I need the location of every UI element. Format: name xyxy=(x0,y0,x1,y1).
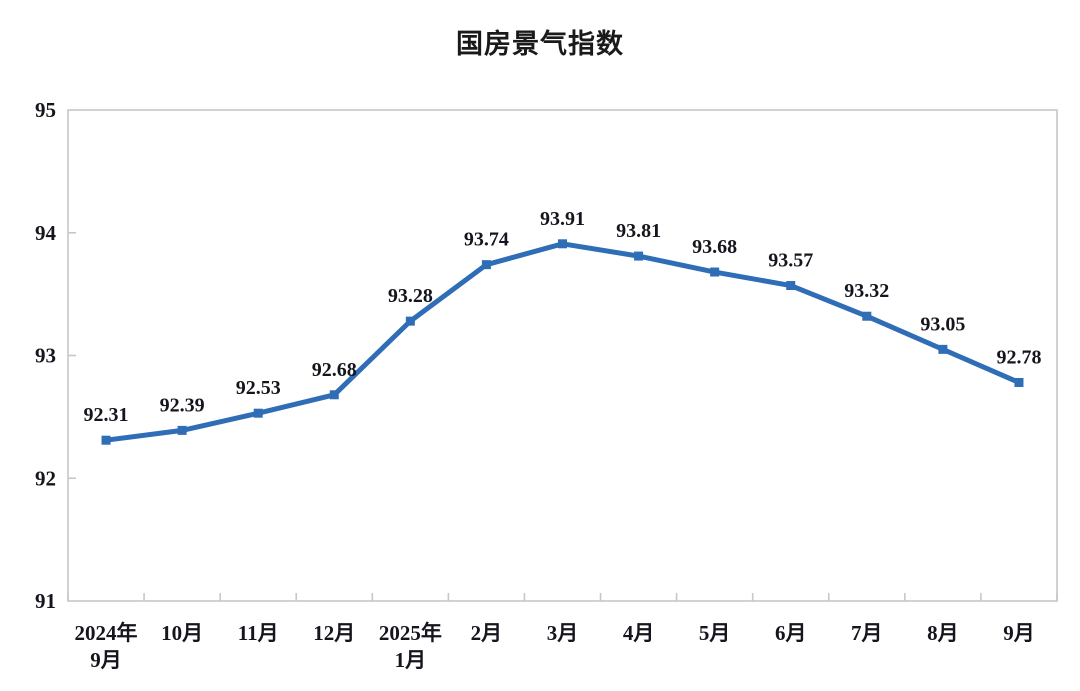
x-axis-tick-label: 7月 xyxy=(851,621,883,645)
data-point-label: 93.68 xyxy=(692,236,737,258)
data-point-marker xyxy=(481,260,491,270)
data-point-marker xyxy=(938,344,948,354)
data-point-marker xyxy=(634,251,644,261)
data-point-label: 93.74 xyxy=(464,229,509,251)
data-point-marker xyxy=(405,316,415,326)
data-point-label: 93.81 xyxy=(616,220,661,242)
y-axis-tick-label: 91 xyxy=(35,589,56,613)
data-point-label: 93.57 xyxy=(768,250,813,272)
data-point-label: 92.68 xyxy=(312,359,357,381)
y-axis-tick-label: 95 xyxy=(35,98,56,122)
data-point-label: 92.39 xyxy=(160,394,205,416)
y-axis-tick-label: 92 xyxy=(35,466,56,490)
chart-title: 国房景气指数 xyxy=(456,29,624,59)
plot-border xyxy=(67,109,1058,602)
data-point-marker xyxy=(101,435,111,445)
data-point-marker xyxy=(177,425,187,435)
x-axis-tick-label: 8月 xyxy=(927,621,959,645)
x-axis-tick-label: 9月 xyxy=(1003,621,1035,645)
x-axis-tick-label: 2025年 1月 xyxy=(379,621,442,672)
x-axis-tick-label: 12月 xyxy=(313,621,355,645)
data-point-marker xyxy=(862,311,872,321)
x-axis-tick-label: 10月 xyxy=(161,621,203,645)
y-axis-tick-label: 93 xyxy=(35,344,56,368)
y-axis-tick-label: 94 xyxy=(35,221,57,245)
x-axis-tick-label: 3月 xyxy=(547,621,579,645)
x-axis-tick-label: 11月 xyxy=(238,621,279,645)
series-line xyxy=(103,241,1022,443)
data-point-label: 92.78 xyxy=(996,347,1041,369)
x-axis-tick-label: 6月 xyxy=(775,621,807,645)
x-axis-tick-label: 5月 xyxy=(699,621,731,645)
data-point-label: 92.53 xyxy=(236,377,281,399)
data-point-label: 93.28 xyxy=(388,285,433,307)
x-axis-tick-label: 2月 xyxy=(471,621,503,645)
data-point-label: 93.05 xyxy=(920,313,965,335)
data-point-marker xyxy=(329,390,339,400)
data-point-label: 92.31 xyxy=(84,404,129,426)
data-point-marker xyxy=(1014,378,1024,388)
data-point-marker xyxy=(558,239,567,249)
data-point-marker xyxy=(786,281,796,291)
x-axis-tick-label: 2024年 9月 xyxy=(75,621,138,672)
data-point-label: 93.91 xyxy=(540,208,585,230)
data-point-marker xyxy=(710,267,720,277)
data-point-marker xyxy=(253,408,263,418)
data-point-label: 93.32 xyxy=(844,280,889,302)
x-axis-tick-label: 4月 xyxy=(623,621,655,645)
